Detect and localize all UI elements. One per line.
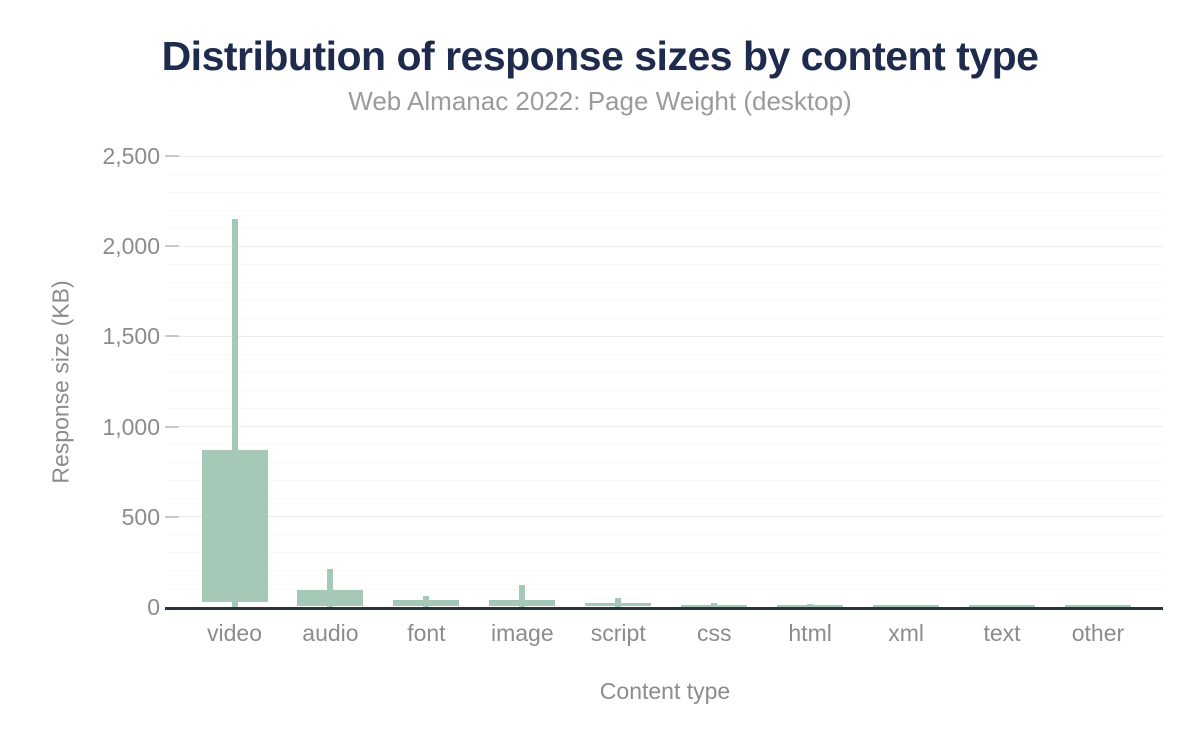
x-category-label-audio: audio <box>302 620 359 646</box>
chart-title: Distribution of response sizes by conten… <box>161 33 1039 79</box>
y-tick-mark <box>165 335 179 338</box>
y-gridline-minor <box>168 390 1163 391</box>
y-gridline-minor <box>168 191 1163 193</box>
y-gridline-minor <box>168 480 1163 482</box>
y-tick-mark <box>165 515 179 518</box>
y-tick-label: 2,000 <box>102 233 160 260</box>
y-gridline-minor <box>168 372 1163 373</box>
box-css <box>681 604 748 607</box>
y-gridline-minor <box>168 299 1163 301</box>
y-gridline-minor <box>168 588 1163 590</box>
box-other <box>1064 605 1131 607</box>
whisker-image <box>519 584 526 607</box>
y-gridline-major <box>168 426 1163 428</box>
box-html <box>777 604 844 607</box>
chart-subtitle: Web Almanac 2022: Page Weight (desktop) <box>348 86 852 116</box>
y-tick-label: 0 <box>147 594 160 620</box>
x-category-label-html: html <box>788 620 832 646</box>
y-gridline-minor <box>168 444 1163 446</box>
box-audio <box>297 589 364 607</box>
y-gridline-minor <box>168 408 1163 410</box>
y-tick-label: 1,000 <box>102 413 160 440</box>
y-tick-label: 2,500 <box>102 143 160 169</box>
y-tick-label: 500 <box>121 503 160 530</box>
y-gridline-minor <box>168 534 1163 536</box>
x-axis-title: Content type <box>599 678 731 704</box>
y-gridline-minor <box>168 353 1163 355</box>
x-category-label-xml: xml <box>888 620 924 646</box>
box-image <box>489 599 556 607</box>
x-category-label-text: text <box>983 620 1021 646</box>
x-category-label-font: font <box>407 620 446 646</box>
y-axis-title: Response size (KB) <box>47 280 74 484</box>
y-gridline-major <box>168 335 1163 337</box>
y-gridline-major <box>168 155 1163 157</box>
y-gridline-major <box>168 516 1163 518</box>
y-gridline-minor <box>168 173 1163 175</box>
x-axis-baseline <box>165 607 1163 610</box>
x-category-label-image: image <box>490 620 554 646</box>
box-text <box>969 605 1036 607</box>
box-font <box>393 599 460 606</box>
box-video <box>201 450 268 602</box>
y-gridline-minor <box>168 317 1163 319</box>
y-gridline-minor <box>168 570 1163 572</box>
whisker-video <box>231 219 238 607</box>
y-gridline-minor <box>168 552 1163 554</box>
y-gridline-minor <box>168 462 1163 464</box>
y-tick-mark <box>165 245 179 248</box>
x-category-label-video: video <box>207 620 262 646</box>
y-gridline-major <box>168 245 1163 247</box>
y-gridline-minor <box>168 263 1163 265</box>
x-category-label-other: other <box>1071 620 1125 646</box>
box-script <box>585 602 652 607</box>
y-tick-mark <box>165 425 179 428</box>
whisker-audio <box>327 568 334 607</box>
x-category-label-script: script <box>590 620 646 646</box>
y-gridline-minor <box>168 498 1163 500</box>
box-xml <box>873 605 940 607</box>
y-gridline-minor <box>168 227 1163 229</box>
y-tick-mark <box>165 155 179 157</box>
y-gridline-minor <box>168 281 1163 283</box>
y-gridline-minor <box>168 209 1163 211</box>
y-tick-label: 1,500 <box>102 323 160 350</box>
whisker-script <box>615 597 622 607</box>
x-category-label-css: css <box>696 620 732 646</box>
